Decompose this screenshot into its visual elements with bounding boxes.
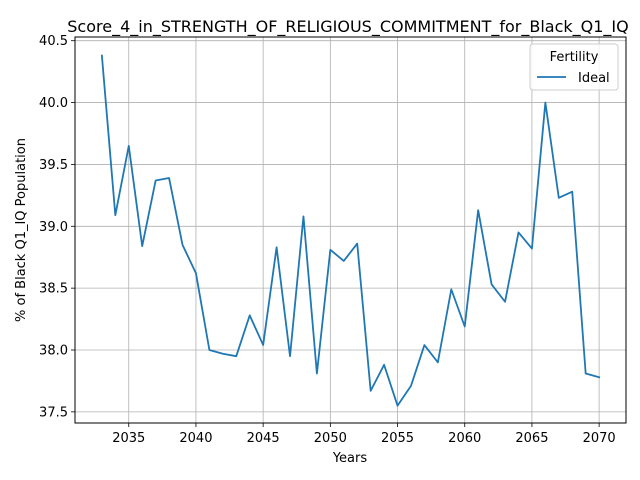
legend-box [529,43,619,91]
legend-title: Fertility [550,50,599,65]
y-tick-label: 38.0 [39,344,68,359]
legend-label-ideal: Ideal [578,71,610,86]
y-tick-label: 39.5 [39,158,68,173]
x-tick-label: 2035 [112,431,145,446]
x-axis-label: Years [332,451,368,466]
chart-title: Score_4_in_STRENGTH_OF_RELIGIOUS_COMMITM… [67,17,628,37]
y-tick-label: 37.5 [39,405,68,420]
x-tick-label: 2065 [515,431,548,446]
y-tick-label: 40.5 [39,34,68,49]
x-axis: 2035 2040 2045 2050 2055 2060 2065 2070 [112,423,616,446]
y-tick-label: 39.0 [39,220,68,235]
x-tick-label: 2055 [381,431,414,446]
x-tick-label: 2060 [448,431,481,446]
x-tick-label: 2070 [583,431,616,446]
x-tick-label: 2040 [179,431,212,446]
grid [75,37,626,423]
series-layer [100,54,601,407]
y-tick-label: 40.0 [39,96,68,111]
series-line-ideal [100,54,601,407]
y-axis: 37.5 38.0 38.5 39.0 39.5 40.0 40.5 [39,34,75,420]
y-axis-label: % of Black Q1_IQ Population [14,138,29,322]
y-tick-label: 38.5 [39,282,68,297]
x-tick-label: 2050 [314,431,347,446]
legend: Fertility Ideal [529,43,619,91]
plot-frame [74,36,627,424]
x-tick-label: 2045 [247,431,280,446]
